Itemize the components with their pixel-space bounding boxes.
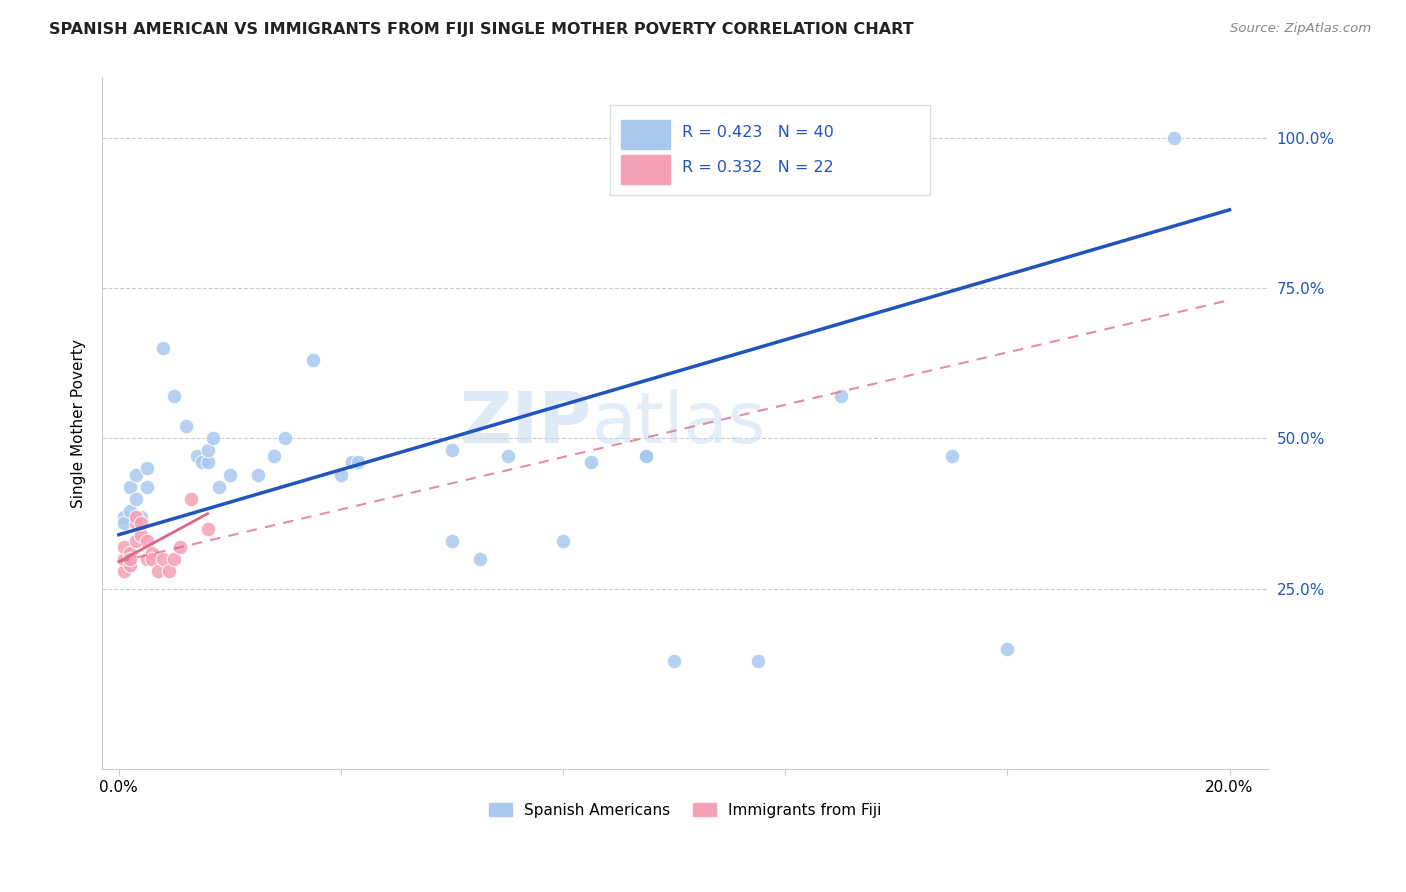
FancyBboxPatch shape (621, 155, 671, 184)
Point (135, 551, 157, 566)
Point (124, 516, 146, 530)
FancyBboxPatch shape (610, 105, 931, 195)
Point (118, 551, 141, 566)
Point (197, 455, 219, 469)
Point (118, 479, 141, 493)
Point (330, 467, 353, 482)
Text: atlas: atlas (592, 389, 766, 458)
Point (146, 564, 169, 578)
Point (152, 551, 174, 566)
Point (118, 546, 141, 560)
Point (169, 540, 191, 554)
Point (180, 491, 202, 506)
Point (496, 450, 519, 464)
Point (636, 450, 658, 464)
Point (112, 509, 135, 524)
Text: R = 0.332   N = 22: R = 0.332 N = 22 (682, 160, 834, 175)
Text: R = 0.423   N = 40: R = 0.423 N = 40 (682, 125, 834, 140)
Text: ZIP: ZIP (460, 389, 592, 458)
Point (468, 551, 491, 566)
Point (274, 431, 297, 445)
Legend: Spanish Americans, Immigrants from Fiji: Spanish Americans, Immigrants from Fiji (482, 797, 887, 824)
Point (112, 516, 135, 530)
Point (302, 353, 325, 368)
Point (441, 443, 464, 458)
Point (141, 546, 163, 560)
Point (163, 551, 186, 566)
Point (208, 479, 231, 493)
Point (124, 491, 146, 506)
Point (636, 450, 658, 464)
Point (997, 642, 1019, 657)
Y-axis label: Single Mother Poverty: Single Mother Poverty (72, 339, 86, 508)
Point (441, 533, 464, 548)
Point (830, 389, 852, 403)
Point (346, 455, 368, 469)
Point (664, 654, 686, 668)
Point (129, 516, 152, 530)
Point (1163, 130, 1185, 145)
Point (340, 455, 363, 469)
Point (202, 431, 225, 445)
Point (163, 389, 186, 403)
Point (124, 467, 146, 482)
Text: SPANISH AMERICAN VS IMMIGRANTS FROM FIJI SINGLE MOTHER POVERTY CORRELATION CHART: SPANISH AMERICAN VS IMMIGRANTS FROM FIJI… (49, 22, 914, 37)
Point (112, 551, 135, 566)
Point (129, 527, 152, 541)
Point (263, 450, 285, 464)
Point (191, 455, 214, 469)
Point (124, 533, 146, 548)
Point (219, 467, 242, 482)
Point (579, 455, 602, 469)
Point (197, 522, 219, 536)
Point (197, 443, 219, 458)
Point (141, 551, 163, 566)
Point (553, 533, 575, 548)
Point (112, 564, 135, 578)
FancyBboxPatch shape (621, 120, 671, 149)
Point (124, 509, 146, 524)
Point (941, 450, 963, 464)
Point (118, 558, 141, 572)
Point (246, 467, 269, 482)
Point (152, 341, 174, 355)
Point (112, 540, 135, 554)
Point (157, 564, 180, 578)
Point (135, 479, 157, 493)
Text: Source: ZipAtlas.com: Source: ZipAtlas.com (1230, 22, 1371, 36)
Point (135, 461, 157, 475)
Point (129, 509, 152, 524)
Point (174, 419, 197, 434)
Point (135, 533, 157, 548)
Point (747, 654, 769, 668)
Point (186, 450, 208, 464)
Point (118, 503, 141, 517)
